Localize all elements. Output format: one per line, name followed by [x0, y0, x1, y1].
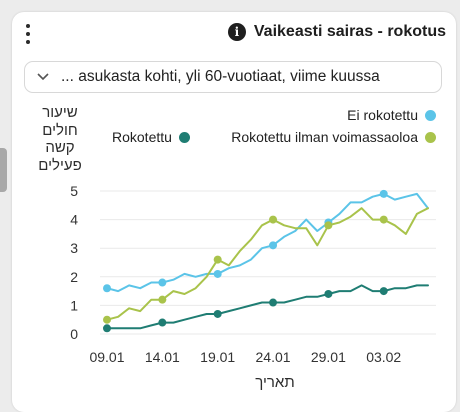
data-point-marker — [103, 324, 111, 333]
chevron-down-icon — [25, 73, 61, 81]
kebab-menu-icon[interactable] — [22, 24, 34, 44]
y-tick-label: 2 — [70, 269, 78, 285]
data-point-marker — [379, 287, 388, 296]
filter-selected-value: ... asukasta kohti, yli 60-vuotiaat, vii… — [61, 68, 380, 85]
data-point-marker — [213, 309, 222, 318]
legend-label: Ei rokotettu — [347, 107, 418, 123]
data-point-marker — [213, 255, 222, 264]
legend-label: Rokotettu ilman voimassaoloa — [231, 129, 418, 145]
x-tick-label: 03.02 — [366, 349, 401, 365]
line-chart: 0 1 2 3 4 5 09.01 14.01 19.01 24.01 29.01 03.02 — [70, 183, 436, 365]
y-tick-label: 0 — [70, 326, 78, 342]
data-point-marker — [103, 315, 111, 324]
data-point-marker — [379, 215, 388, 224]
data-point-marker — [324, 289, 333, 298]
filter-dropdown[interactable]: ... asukasta kohti, yli 60-vuotiaat, vii… — [24, 61, 442, 93]
legend-item-rokotettu-ilman[interactable]: Rokotettu ilman voimassaoloa — [231, 129, 436, 145]
legend-item-rokotettu[interactable]: Rokotettu — [112, 129, 190, 145]
data-point-marker — [269, 241, 278, 250]
y-tick-label: 1 — [70, 297, 78, 313]
x-tick-label: 19.01 — [200, 349, 235, 365]
x-tick-label: 14.01 — [145, 349, 180, 365]
x-tick-label: 29.01 — [311, 349, 346, 365]
y-axis-label: שיעור חולים קשה פעילים — [30, 104, 90, 174]
card-header: i Vaikeasti sairas - rokotus — [227, 23, 446, 41]
data-point-marker — [103, 284, 111, 293]
data-point-marker — [158, 278, 167, 287]
y-axis-label-line: קשה — [45, 139, 75, 156]
info-icon[interactable]: i — [227, 23, 246, 41]
y-axis-label-line: חולים — [42, 121, 78, 139]
y-axis-label-line: שיעור — [42, 104, 78, 121]
data-point-marker — [324, 221, 333, 230]
x-axis-label: תאריך — [255, 374, 295, 391]
data-point-marker — [158, 318, 167, 327]
data-point-marker — [269, 298, 278, 307]
data-point-marker — [379, 189, 388, 198]
page-scrollbar-thumb[interactable] — [0, 148, 7, 192]
y-axis-label-line: פעילים — [38, 156, 82, 174]
x-tick-label: 09.01 — [89, 349, 124, 365]
card-title: Vaikeasti sairas - rokotus — [253, 23, 446, 40]
x-tick-label: 24.01 — [256, 349, 291, 365]
data-point-marker — [158, 295, 167, 304]
legend-label: Rokotettu — [112, 129, 172, 145]
legend-item-ei-rokotettu[interactable]: Ei rokotettu — [347, 107, 436, 123]
legend-marker — [178, 131, 190, 143]
legend-marker — [425, 109, 436, 121]
y-tick-label: 5 — [70, 183, 78, 199]
legend-marker — [425, 131, 436, 143]
y-tick-label: 3 — [70, 240, 78, 256]
data-point-marker — [213, 269, 222, 278]
data-point-marker — [269, 215, 278, 224]
y-tick-label: 4 — [70, 212, 78, 228]
